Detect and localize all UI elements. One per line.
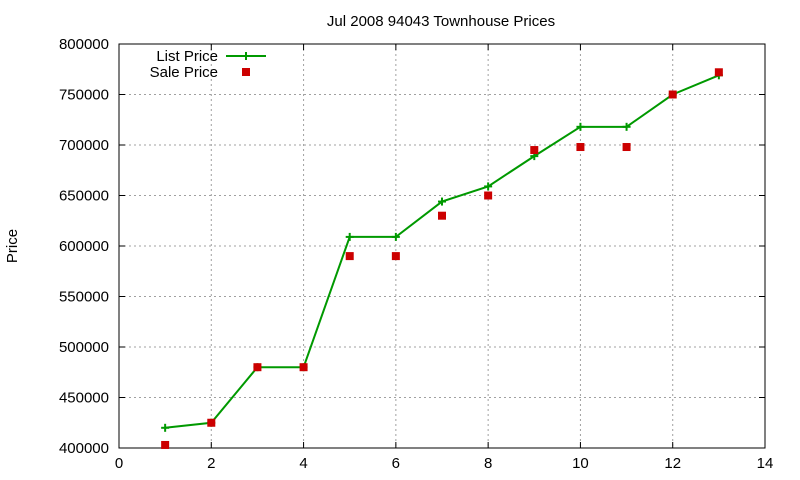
list-price-point — [345, 232, 354, 241]
y-tick-label: 550000 — [59, 289, 109, 306]
series — [161, 68, 723, 449]
legend-marker-list-price — [242, 52, 250, 60]
legend-marker-sale-price — [242, 68, 250, 76]
y-tick-label: 600000 — [59, 238, 109, 255]
axis-ticks: 0 2 4 6 8 10 12 14 400000 450000 500000 550000 60000… — [59, 36, 773, 472]
y-tick-label: 800000 — [59, 36, 109, 53]
list-price-line — [165, 74, 720, 429]
list-price-point — [622, 122, 631, 131]
sale-price-point — [299, 363, 308, 372]
sale-price-point — [438, 211, 446, 220]
x-tick-label: 14 — [757, 455, 774, 472]
x-tick-label: 2 — [207, 455, 215, 472]
sale-price-point — [484, 191, 493, 200]
x-tick-label: 12 — [664, 455, 681, 472]
sale-price-point — [668, 90, 677, 99]
list-price-point — [576, 122, 585, 131]
x-tick-label: 6 — [392, 455, 400, 472]
list-price-point — [484, 182, 493, 191]
legend-label-list-price: List Price — [156, 48, 218, 65]
y-tick-label: 750000 — [59, 87, 109, 104]
sale-price-point — [391, 252, 400, 261]
y-tick-label: 700000 — [59, 137, 109, 154]
y-tick-label: 650000 — [59, 188, 109, 205]
x-tick-label: 0 — [115, 455, 123, 472]
y-tick-label: 500000 — [59, 339, 109, 356]
sale-price-point — [207, 418, 216, 427]
sale-price-point — [714, 68, 723, 77]
legend-label-sale-price: Sale Price — [150, 64, 218, 81]
y-tick-label: 400000 — [59, 440, 109, 457]
sale-price-point — [253, 363, 262, 372]
x-tick-label: 8 — [484, 455, 492, 472]
sale-price-point — [622, 143, 631, 152]
y-tick-label: 450000 — [59, 390, 109, 407]
sale-price-point — [345, 252, 354, 261]
sale-price-point — [530, 146, 539, 155]
list-price-point — [438, 197, 446, 206]
list-price-point — [161, 423, 170, 432]
sale-price-point — [161, 440, 170, 449]
x-tick-label: 4 — [299, 455, 307, 472]
sale-price-point — [576, 143, 585, 152]
x-tick-label: 10 — [572, 455, 589, 472]
grid — [119, 44, 765, 448]
list-price-point — [391, 232, 400, 241]
y-axis-title: Price — [4, 229, 21, 263]
chart-title: Jul 2008 94043 Townhouse Prices — [327, 13, 555, 30]
